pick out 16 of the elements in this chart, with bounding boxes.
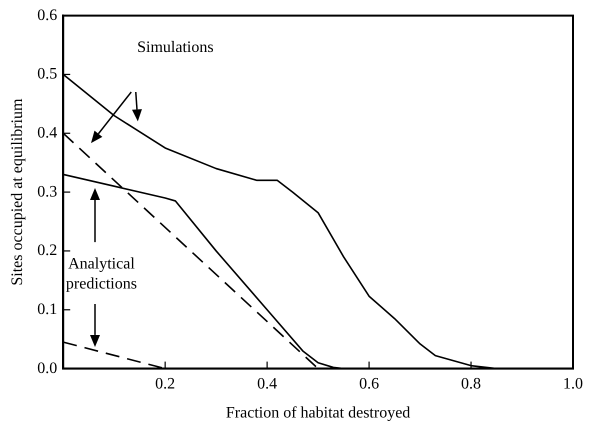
- x-tick-label: 1.0: [563, 375, 583, 392]
- annotation: Simulations: [137, 39, 214, 56]
- y-tick-label: 0.3: [37, 183, 58, 200]
- y-tick-label: 0.1: [37, 300, 58, 318]
- x-tick-label: 0.8: [461, 375, 482, 392]
- y-tick-label: 0.2: [37, 242, 58, 260]
- y-tick-label: 0.0: [37, 360, 58, 377]
- x-axis-title: Fraction of habitat destroyed: [226, 404, 410, 422]
- y-tick-label: 0.5: [37, 66, 58, 83]
- annotation: Analytical predictions: [66, 256, 137, 293]
- x-tick-label: 0.2: [155, 375, 176, 392]
- x-tick-label: 0.4: [257, 375, 278, 392]
- y-tick-label: 0.6: [37, 6, 58, 24]
- y-axis-title: Sites occupied at equilibrium: [8, 98, 26, 286]
- y-tick-label: 0.4: [37, 124, 58, 142]
- x-tick-label: 0.6: [359, 375, 380, 392]
